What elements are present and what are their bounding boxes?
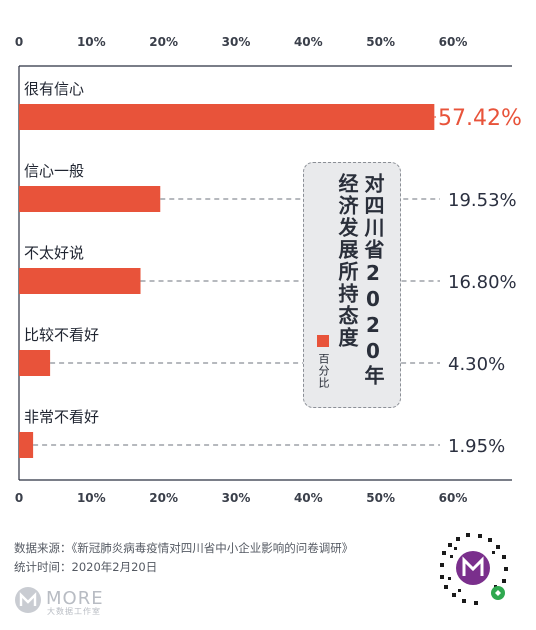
value-label: 4.30%	[448, 354, 505, 375]
x-tick-label-top: 0	[15, 35, 23, 49]
value-label: 57.42%	[438, 106, 522, 131]
x-tick-label-bottom: 60%	[439, 491, 468, 505]
data-source: 数据来源：《新冠肺炎病毒疫情对四川省中小企业影响的问卷调研》	[14, 541, 354, 555]
title-legend-box: 对四川省2020年 经济发展所持态度 百分比	[303, 162, 401, 408]
value-label: 16.80%	[448, 272, 517, 293]
x-tick-label-bottom: 40%	[294, 491, 323, 505]
x-tick-label-bottom: 30%	[222, 491, 251, 505]
x-tick-label-top: 40%	[294, 35, 323, 49]
bar	[19, 104, 435, 130]
bar	[19, 186, 161, 212]
bar	[19, 268, 141, 294]
more-logo: MORE 大数据工作室	[14, 586, 124, 616]
chart-title-line-1: 对四川省2020年	[361, 173, 385, 387]
value-label: 19.53%	[448, 190, 517, 211]
x-tick-label-top: 20%	[149, 35, 178, 49]
logo-text: MORE	[46, 588, 104, 609]
bar-chart: 0 0 10% 10% 20% 20% 30% 30% 40% 40% 50% 50% 60% 60% 很有…	[15, 35, 522, 505]
bar	[19, 350, 51, 376]
value-label: 1.95%	[448, 436, 505, 457]
x-tick-label-top: 30%	[222, 35, 251, 49]
x-tick-label-bottom: 0	[15, 491, 23, 505]
more-logo-icon	[15, 587, 41, 613]
category-label: 很有信心	[24, 80, 84, 98]
category-label: 不太好说	[24, 244, 84, 262]
legend-swatch	[317, 335, 329, 347]
chart-title-line-2: 经济发展所持态度	[335, 173, 359, 349]
logo-subtext: 大数据工作室	[47, 607, 101, 616]
x-tick-label-top: 50%	[366, 35, 395, 49]
bar	[19, 432, 34, 458]
x-tick-label-bottom: 20%	[149, 491, 178, 505]
stat-time: 统计时间：2020年2月20日	[14, 560, 158, 574]
mini-program-qr-icon[interactable]	[432, 527, 514, 609]
x-tick-label-bottom: 50%	[366, 491, 395, 505]
category-label: 比较不看好	[24, 326, 99, 344]
x-tick-label-top: 60%	[439, 35, 468, 49]
x-tick-label-bottom: 10%	[77, 491, 106, 505]
category-label: 非常不看好	[24, 408, 99, 426]
legend-label: 百分比	[317, 353, 330, 389]
x-tick-label-top: 10%	[77, 35, 106, 49]
category-label: 信心一般	[24, 162, 84, 180]
